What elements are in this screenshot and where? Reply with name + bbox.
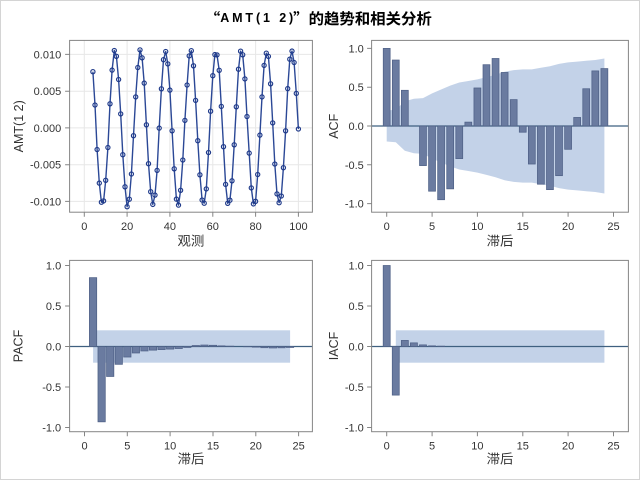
svg-text:20: 20 <box>562 440 574 452</box>
svg-text:PACF: PACF <box>12 329 26 362</box>
svg-text:-1.0: -1.0 <box>345 423 364 435</box>
svg-text:60: 60 <box>207 221 219 233</box>
svg-text:10: 10 <box>471 440 483 452</box>
svg-text:20: 20 <box>562 221 574 233</box>
svg-text:ACF: ACF <box>327 113 341 138</box>
svg-text:-1.0: -1.0 <box>345 199 364 211</box>
svg-text:15: 15 <box>517 221 529 233</box>
svg-text:25: 25 <box>607 221 619 233</box>
svg-text:-0.5: -0.5 <box>345 382 364 394</box>
svg-text:-0.010: -0.010 <box>30 196 61 208</box>
svg-text:100: 100 <box>289 221 307 233</box>
svg-text:0.5: 0.5 <box>349 301 364 313</box>
svg-text:15: 15 <box>207 440 219 452</box>
svg-text:0.0: 0.0 <box>349 121 364 133</box>
svg-text:1.0: 1.0 <box>349 261 364 273</box>
svg-text:25: 25 <box>292 440 304 452</box>
svg-text:1.0: 1.0 <box>46 261 61 273</box>
svg-text:20: 20 <box>250 440 262 452</box>
svg-text:15: 15 <box>517 440 529 452</box>
svg-text:0.0: 0.0 <box>349 342 364 354</box>
svg-text:AMT(1 2): AMT(1 2) <box>12 100 26 152</box>
svg-text:10: 10 <box>164 440 176 452</box>
svg-text:25: 25 <box>607 440 619 452</box>
svg-text:80: 80 <box>249 221 261 233</box>
svg-text:0.5: 0.5 <box>46 301 61 313</box>
svg-text:AMT(1 2): AMT(1 2) <box>220 11 293 25</box>
svg-text:5: 5 <box>429 221 435 233</box>
svg-text:0.005: 0.005 <box>34 86 62 98</box>
svg-text:0.0: 0.0 <box>46 342 61 354</box>
svg-text:-0.5: -0.5 <box>345 160 364 172</box>
svg-text:20: 20 <box>121 221 133 233</box>
svg-text:10: 10 <box>471 221 483 233</box>
svg-text:-0.5: -0.5 <box>42 382 61 394</box>
svg-text:-1.0: -1.0 <box>42 423 61 435</box>
svg-text:IACF: IACF <box>327 331 341 360</box>
svg-text:1.0: 1.0 <box>349 43 364 55</box>
svg-text:0.010: 0.010 <box>34 49 62 61</box>
svg-text:0: 0 <box>384 440 390 452</box>
svg-text:0: 0 <box>81 221 87 233</box>
svg-text:0.000: 0.000 <box>34 123 62 135</box>
svg-text:-0.005: -0.005 <box>30 160 61 172</box>
svg-text:5: 5 <box>429 440 435 452</box>
svg-text:0: 0 <box>384 221 390 233</box>
svg-text:0.5: 0.5 <box>349 82 364 94</box>
svg-text:5: 5 <box>124 440 130 452</box>
svg-text:0: 0 <box>81 440 87 452</box>
svg-text:40: 40 <box>164 221 176 233</box>
